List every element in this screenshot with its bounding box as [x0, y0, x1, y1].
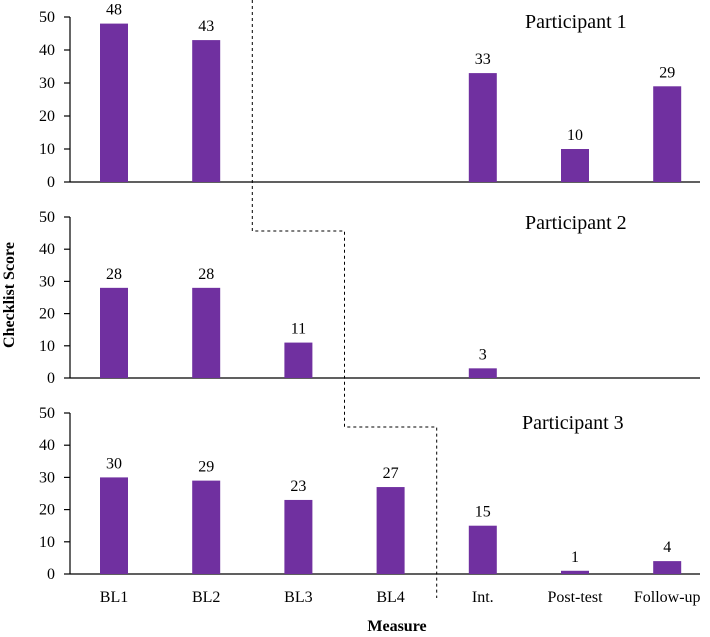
y-tick-label: 10: [39, 338, 55, 355]
data-label: 27: [383, 465, 399, 482]
data-label: 15: [475, 504, 491, 521]
bar: [468, 525, 497, 574]
y-tick-label: 10: [39, 141, 55, 158]
y-tick-label: 50: [39, 405, 55, 422]
y-tick-label: 0: [47, 370, 55, 387]
data-label: 10: [567, 127, 583, 144]
data-label: 33: [475, 51, 491, 68]
y-tick-label: 10: [39, 534, 55, 551]
bar: [284, 342, 313, 378]
bar: [653, 561, 682, 574]
x-tick-label: BL2: [192, 589, 220, 606]
bar: [561, 149, 589, 182]
x-tick-label: BL3: [284, 589, 312, 606]
y-tick-label: 40: [39, 42, 55, 59]
y-tick-label: 50: [39, 209, 55, 226]
y-tick-label: 30: [39, 469, 55, 486]
y-axis-title: Checklist Score: [1, 242, 18, 348]
phase-change-line: [251, 0, 438, 598]
data-label: 48: [106, 2, 122, 19]
y-tick-label: 40: [39, 241, 55, 258]
bar: [561, 570, 589, 574]
data-label: 28: [198, 266, 214, 283]
bar: [376, 487, 405, 574]
panel-title: Participant 1: [525, 11, 627, 33]
y-tick-label: 50: [39, 9, 55, 26]
data-label: 3: [479, 346, 487, 363]
data-label: 29: [198, 459, 214, 476]
y-tick-label: 0: [47, 174, 55, 191]
data-label: 4: [663, 539, 671, 556]
x-axis: BL1 BL2 BL3 BL4 Int. Post-test Follow-up: [100, 589, 701, 606]
x-axis-title: Measure: [367, 618, 426, 635]
x-tick-label: BL4: [376, 589, 404, 606]
x-tick-label: Post-test: [547, 589, 603, 606]
bar: [653, 86, 682, 182]
bar: [192, 480, 221, 574]
panel-title: Participant 3: [522, 412, 624, 434]
y-tick-label: 30: [39, 75, 55, 92]
data-label: 11: [291, 321, 306, 338]
phase-change-lines: [251, 0, 438, 598]
data-label: 23: [290, 478, 306, 495]
y-tick-label: 20: [39, 502, 55, 519]
panel-title: Participant 2: [525, 212, 627, 234]
bar: [284, 499, 313, 574]
data-label: 28: [106, 266, 122, 283]
bar: [468, 368, 497, 378]
bar: [100, 23, 128, 182]
y-tick-label: 20: [39, 108, 55, 125]
panel-2: 0 10 20 30 40 50 Participant 2 28 28 11 3: [39, 209, 700, 387]
y-tick-label: 30: [39, 273, 55, 290]
bar: [192, 287, 221, 378]
x-tick-label: Int.: [472, 589, 494, 606]
y-tick-label: 20: [39, 306, 55, 323]
bar: [100, 477, 128, 574]
data-label: 29: [659, 64, 675, 81]
x-tick-label: Follow-up: [634, 589, 701, 606]
bar: [100, 287, 128, 378]
data-label: 30: [106, 455, 122, 472]
x-tick-label: BL1: [100, 589, 128, 606]
data-label: 1: [571, 549, 579, 566]
bar: [192, 40, 221, 182]
data-label: 43: [198, 18, 214, 35]
panel-3: 0 10 20 30 40 50 Participant 3 30 29 23 27 15 1 4: [39, 405, 700, 583]
bar: [468, 73, 497, 182]
y-tick-label: 40: [39, 437, 55, 454]
panel-1: 0 10 20 30 40 50 Participant 1 48 43 33 10 29: [39, 2, 700, 191]
y-tick-label: 0: [47, 566, 55, 583]
